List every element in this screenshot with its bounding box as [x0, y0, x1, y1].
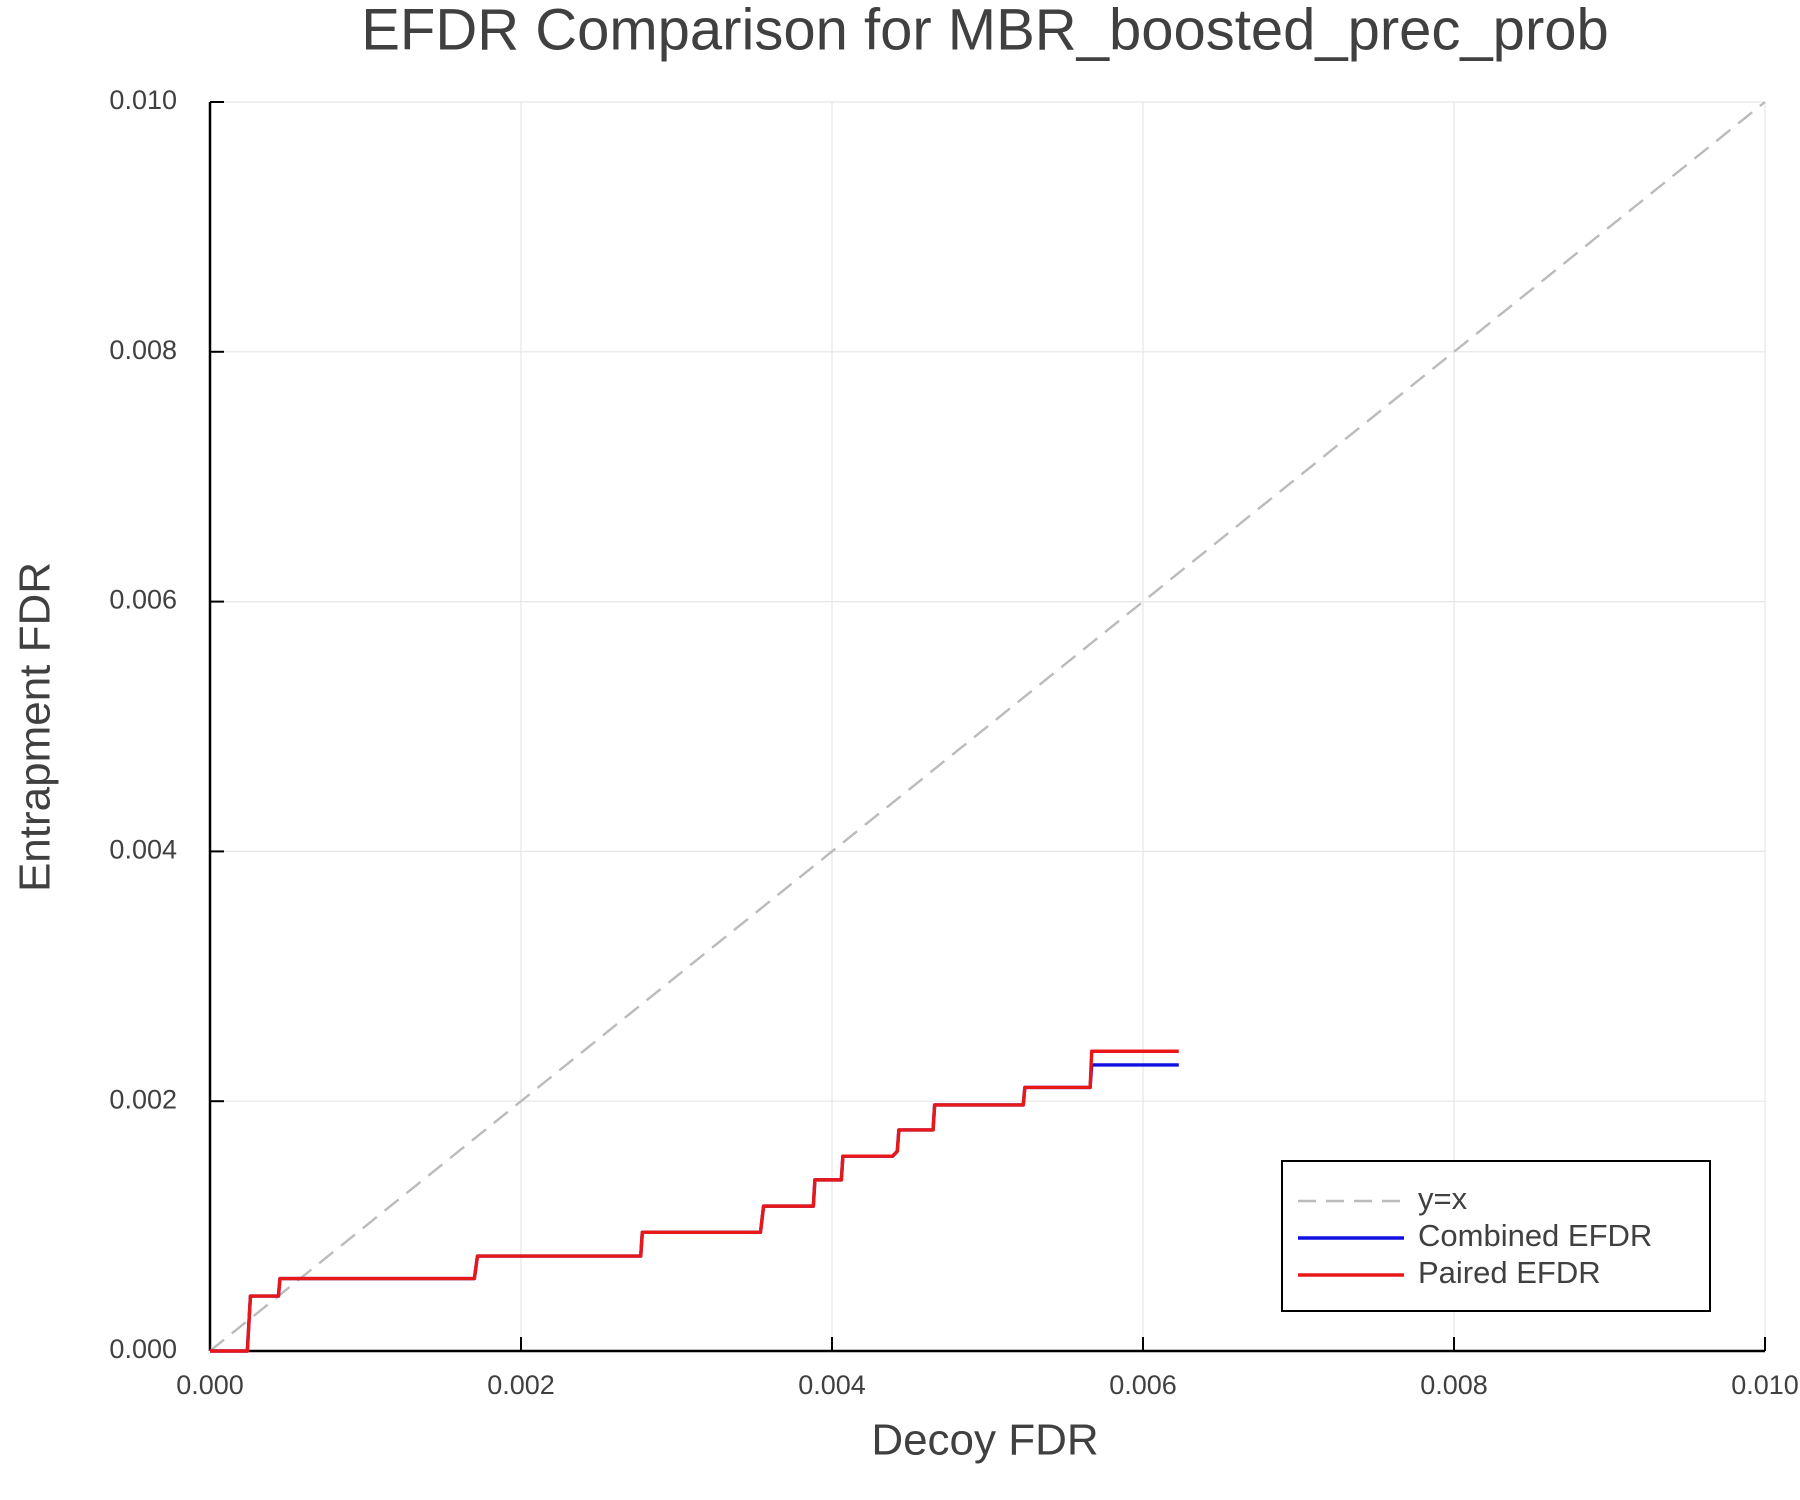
- y-axis-label: Entrapment FDR: [11, 562, 60, 892]
- legend-label: y=x: [1418, 1181, 1468, 1216]
- y-tick-label: 0.004: [109, 835, 177, 865]
- x-tick-label: 0.004: [798, 1370, 866, 1400]
- data-line: [209, 101, 1766, 1352]
- y-tick-label: 0.002: [109, 1084, 177, 1114]
- x-tick-label: 0.006: [1109, 1370, 1177, 1400]
- chart-title: EFDR Comparison for MBR_boosted_prec_pro…: [361, 0, 1609, 62]
- x-tick-label: 0.010: [1731, 1370, 1799, 1400]
- data-line: [210, 1063, 1179, 1353]
- y-tick-label: 0.008: [109, 335, 177, 365]
- x-tick-label: 0.000: [176, 1370, 244, 1400]
- y-tick-label: 0.000: [109, 1334, 177, 1364]
- legend-label: Paired EFDR: [1418, 1255, 1601, 1290]
- y-tick-label: 0.010: [109, 85, 177, 115]
- y-tick-label: 0.006: [109, 585, 177, 615]
- legend-box: [1281, 1160, 1711, 1312]
- data-line: [210, 1049, 1179, 1353]
- x-axis-label: Decoy FDR: [871, 1416, 1098, 1465]
- legend-label: Combined EFDR: [1418, 1218, 1652, 1253]
- x-tick-label: 0.002: [487, 1370, 555, 1400]
- x-tick-label: 0.008: [1420, 1370, 1488, 1400]
